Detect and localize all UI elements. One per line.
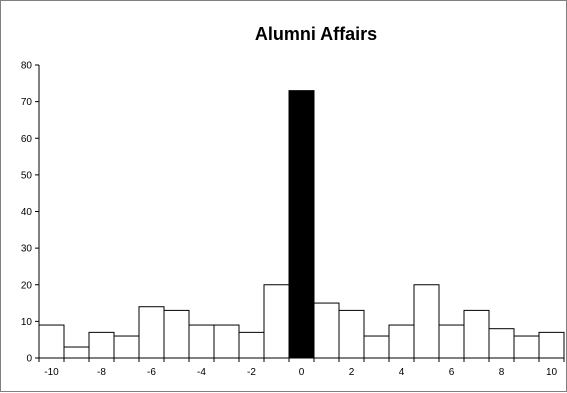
chart-title: Alumni Affairs [255, 24, 377, 44]
x-tick-label: 6 [449, 367, 455, 378]
bar-highlight [288, 90, 315, 359]
x-tick-label: -8 [97, 367, 106, 378]
bar [388, 324, 415, 359]
bar [88, 331, 115, 359]
bar [63, 346, 90, 359]
bar [463, 309, 490, 359]
y-tick-label: 0 [26, 354, 32, 365]
y-tick-label: 70 [21, 97, 33, 108]
y-tick-label: 20 [21, 280, 33, 291]
bar [538, 331, 565, 359]
bar [163, 309, 190, 359]
bar [213, 324, 240, 359]
y-tick-label: 60 [21, 134, 33, 145]
bar [188, 324, 215, 359]
x-tick-label: -2 [247, 367, 256, 378]
bar [238, 331, 265, 359]
bar [113, 335, 140, 359]
x-tick-label: -6 [147, 367, 156, 378]
bar [413, 284, 440, 359]
x-tick-label: 8 [499, 367, 505, 378]
bars-group [38, 90, 565, 359]
bar [488, 328, 515, 359]
y-tick-label: 10 [21, 317, 33, 328]
bar [138, 306, 165, 359]
bar [438, 324, 465, 359]
x-tick-label: 4 [399, 367, 405, 378]
x-tick-label: 10 [546, 367, 558, 378]
axes-group: 0 10 20 30 40 50 60 70 80 -10 -8 -6 -4 -2 0 2 4 6 8 10 [21, 61, 565, 378]
bar [313, 302, 340, 359]
y-tick-label: 40 [21, 207, 33, 218]
bar [338, 309, 365, 359]
y-tick-label: 80 [21, 61, 33, 72]
x-tick-label: 2 [349, 367, 355, 378]
bar [263, 284, 290, 359]
x-tick-label: -10 [44, 367, 59, 378]
y-tick-label: 30 [21, 244, 33, 255]
bar [38, 324, 65, 359]
y-tick-label: 50 [21, 170, 33, 181]
bar [363, 335, 390, 359]
x-tick-label: -4 [197, 367, 206, 378]
bar [513, 335, 540, 359]
x-tick-label: 0 [299, 367, 305, 378]
